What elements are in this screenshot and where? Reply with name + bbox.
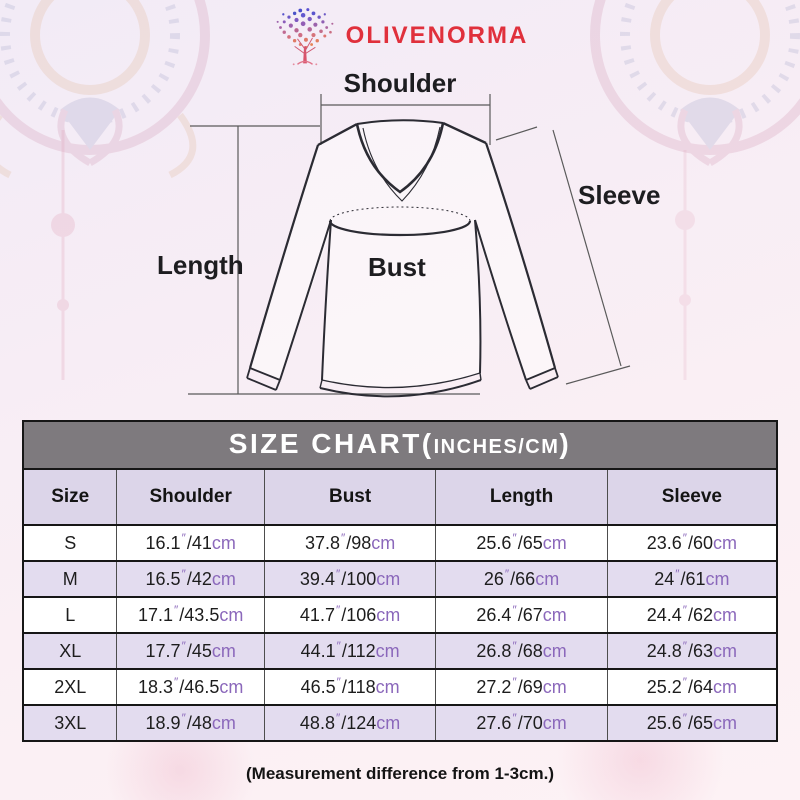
measurement-note: (Measurement difference from 1-3cm.) (246, 764, 554, 783)
column-header: Bust (263, 470, 435, 524)
table-body: S 16.1 ″/41 cm 37.8 ″/98 cm 25.6 ″/65 cm 23.6 ″/60 c… (24, 524, 776, 740)
garment-drawing (188, 94, 631, 398)
measurement-cell: 25.6 ″/65 cm (435, 526, 606, 560)
measurement-cell: 17.1 ″/43.5 cm (116, 598, 263, 632)
size-chart-title: SIZE CHART( (228, 428, 434, 459)
size-cell: M (62, 568, 78, 589)
measurement-cell: 41.7 ″/106 cm (263, 598, 435, 632)
measurement-cell: 48.8 ″/124 cm (263, 706, 435, 740)
measurement-cell: 24.4 ″/62 cm (606, 598, 776, 632)
brand-name: OLIVENORMA (345, 22, 529, 49)
size-cell: 3XL (54, 712, 87, 733)
brand-logo: OLIVENORMA (0, 4, 800, 68)
table-row: M 16.5 ″/42 cm 39.4 ″/100 cm 26 ″/66 cm 24 ″/61 cm (24, 560, 776, 596)
size-chart-title-units: INCHES/CM (433, 436, 560, 458)
shoulder-label: Shoulder (343, 68, 457, 98)
measurement-cell: 37.8 ″/98 cm (263, 526, 435, 560)
measurement-cell: 27.6 ″/70 cm (435, 706, 606, 740)
column-header: Size (51, 486, 90, 507)
table-row: S 16.1 ″/41 cm 37.8 ″/98 cm 25.6 ″/65 cm 23.6 ″/60 c… (24, 524, 776, 560)
measurement-cell: 27.2 ″/69 cm (435, 670, 606, 704)
measurement-cell: 39.4 ″/100 cm (263, 562, 435, 596)
measurement-cell: 18.9 ″/48 cm (116, 706, 263, 740)
column-header-row: Size Shoulder Bust Length Sleeve (24, 468, 776, 524)
measurement-cell: 44.1 ″/112 cm (263, 634, 435, 668)
column-header: Shoulder (116, 470, 263, 524)
measurement-cell: 24.8 ″/63 cm (606, 634, 776, 668)
measurement-cell: 25.2 ″/64 cm (606, 670, 776, 704)
measurement-cell: 46.5 ″/118 cm (263, 670, 435, 704)
dimension-lines (188, 94, 631, 395)
size-chart-title-close: ) (559, 428, 572, 459)
bust-ellipse-top (329, 206, 471, 222)
table-row: 3XL 18.9 ″/48 cm 48.8 ″/124 cm 27.6 ″/70 cm 25.6 ″ /… (24, 704, 776, 740)
table-row: XL 17.7 ″/45 cm 44.1 ″/112 cm 26.8 ″/68 cm 24.8 ″/6… (24, 632, 776, 668)
measurement-cell: 16.1 ″/41 cm (116, 526, 263, 560)
size-cell: XL (59, 640, 82, 661)
size-cell: 2XL (54, 676, 87, 697)
tree-logo-icon (276, 8, 334, 66)
measurement-cell: 16.5 ″/42 cm (116, 562, 263, 596)
column-header: Length (435, 470, 606, 524)
table-row: 2XL 18.3 ″/46.5 cm 46.5 ″/118 cm 27.2 ″/69 cm 25.2… (24, 668, 776, 704)
measurement-cell: 25.6 ″/65 cm (606, 706, 776, 740)
measurement-cell: 26.8 ″/68 cm (435, 634, 606, 668)
garment-measurement-diagram: Shoulder Sleeve Length Bust (0, 68, 800, 416)
measurement-cell: 18.3 ″/46.5 cm (116, 670, 263, 704)
table-row: L 17.1 ″/43.5 cm 41.7 ″/106 cm 26.4 ″/67 cm 24.4 ″ /… (24, 596, 776, 632)
size-cell: L (65, 604, 76, 625)
size-cell: S (64, 532, 77, 553)
measurement-cell: 23.6 ″/60 cm (606, 526, 776, 560)
shirt-outline (246, 119, 559, 398)
column-header: Sleeve (606, 470, 776, 524)
measurement-cell: 24 ″/61 cm (606, 562, 776, 596)
size-chart-title-bar: SIZE CHART( INCHES/CM ) (24, 422, 776, 468)
measurement-cell: 17.7 ″/45 cm (116, 634, 263, 668)
length-label: Length (157, 250, 244, 280)
sleeve-label: Sleeve (578, 180, 661, 210)
measurement-cell: 26 ″/66 cm (435, 562, 606, 596)
size-chart-table: SIZE CHART( INCHES/CM ) Size Shoulder Bust… (22, 420, 778, 742)
bust-ellipse-bottom (328, 220, 472, 237)
bust-label: Bust (368, 252, 426, 282)
measurement-cell: 26.4 ″/67 cm (435, 598, 606, 632)
